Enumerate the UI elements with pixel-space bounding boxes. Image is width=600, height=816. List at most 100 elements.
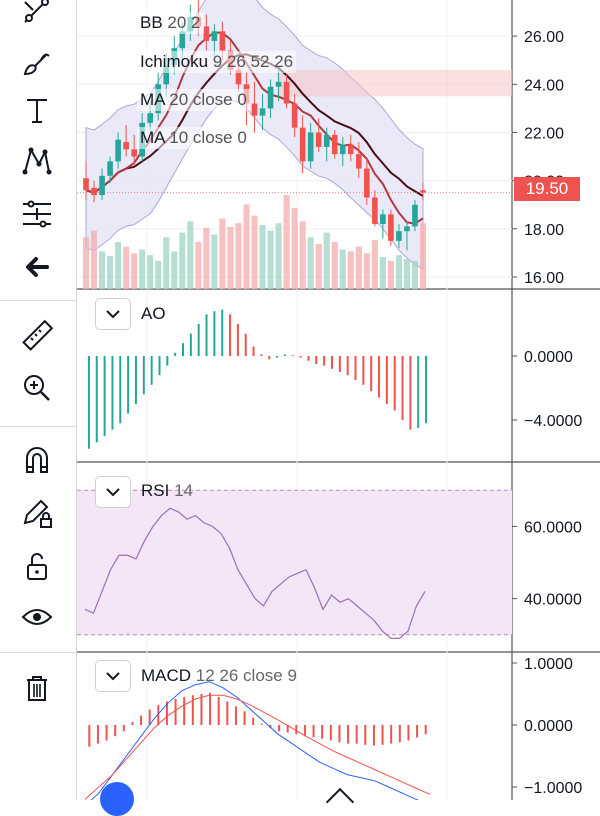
candle-body (131, 149, 137, 157)
volume-bar (82, 237, 90, 289)
candle-body (396, 231, 402, 241)
unlock-icon[interactable] (14, 546, 60, 586)
candle-body (179, 31, 186, 49)
toolbar-divider (0, 426, 76, 427)
candle-body (339, 144, 346, 155)
rsi-title: RSI 14 (141, 481, 193, 500)
volume-bar (283, 195, 290, 289)
candle-body (251, 103, 258, 116)
app-logo-icon[interactable] (100, 782, 134, 816)
ao-title: AO (141, 304, 166, 323)
price-tick-label: 18.00 (524, 222, 564, 239)
candle-body (372, 197, 378, 224)
price-tick-label: 22.00 (524, 125, 564, 142)
candle-body (147, 113, 154, 123)
candle-body (91, 187, 97, 196)
macd-tick-label: 0.0000 (524, 718, 573, 735)
volume-bar (395, 255, 402, 289)
brush-icon[interactable] (14, 42, 60, 82)
text-icon[interactable] (14, 90, 60, 130)
draw-lock-icon[interactable] (14, 493, 60, 533)
candle-body (355, 154, 362, 169)
volume-bar (179, 232, 186, 289)
trend-line-icon[interactable] (14, 0, 60, 30)
ao-tick-label: −4.0000 (524, 413, 582, 430)
volume-bar (331, 242, 338, 289)
overlay-label-ma20[interactable]: MA 20 close 0 (137, 89, 250, 111)
chevron-down-icon (106, 310, 120, 319)
rsi-line (84, 507, 426, 639)
rsi-collapse-button[interactable] (95, 476, 131, 508)
candle-body (420, 190, 426, 193)
volume-bar (219, 218, 226, 289)
macd-line (90, 681, 419, 800)
eye-icon[interactable] (14, 597, 60, 637)
volume-bar (123, 246, 130, 289)
volume-bar (339, 249, 346, 289)
candle-body (211, 31, 218, 41)
ruler-icon[interactable] (14, 316, 60, 356)
candle-body (404, 226, 410, 232)
candle-body (259, 108, 266, 116)
volume-bar (139, 249, 146, 289)
volume-bar (347, 251, 354, 289)
volume-bar (307, 237, 314, 289)
candle-body (99, 175, 105, 196)
candle-body (235, 69, 242, 85)
macd-title: MACD 12 26 close 9 (141, 666, 297, 685)
price-tick-label: 26.00 (524, 29, 564, 46)
overlay-label-bb[interactable]: BB 20 2 (137, 12, 204, 34)
volume-bar (419, 223, 427, 289)
volume-bar (227, 226, 234, 289)
volume-bar (243, 204, 250, 289)
toolbar-divider (0, 652, 76, 653)
overlay-label-ichimoku[interactable]: Ichimoku 9 26 52 26 (137, 51, 297, 73)
drawing-toolbar (0, 0, 77, 800)
macd-collapse-button[interactable] (95, 660, 131, 692)
magnet-icon[interactable] (14, 440, 60, 480)
ao-tick-label: 0.0000 (524, 349, 573, 366)
candle-body (347, 144, 354, 155)
volume-bar (259, 225, 266, 289)
volume-bar (251, 215, 258, 289)
pattern-icon[interactable] (14, 140, 60, 180)
candle-body (291, 103, 298, 128)
volume-bar (203, 227, 210, 289)
candle-body (315, 132, 322, 147)
macd-signal-line (84, 694, 431, 800)
ichimoku-cloud (277, 69, 512, 97)
volume-bar (267, 230, 274, 289)
volume-bar (323, 232, 330, 289)
last-price-badge: 19.50 (514, 177, 580, 201)
chevron-down-icon (106, 672, 120, 681)
ao-collapse-button[interactable] (95, 298, 131, 330)
volume-bar (299, 221, 306, 289)
back-arrow-icon[interactable] (14, 247, 60, 287)
candle-body (388, 214, 394, 241)
rsi-tick-label: 40.0000 (524, 592, 582, 609)
candle-body (83, 178, 89, 191)
volume-bar (147, 255, 154, 289)
volume-bar (371, 240, 378, 289)
candle-body (219, 31, 226, 51)
overlay-label-ma10[interactable]: MA 10 close 0 (137, 127, 250, 149)
trash-icon[interactable] (14, 668, 60, 708)
candle-body (364, 168, 370, 198)
rsi-pane (77, 489, 512, 639)
volume-bar (363, 253, 370, 289)
zoom-in-icon[interactable] (14, 368, 60, 408)
ao-pane (87, 309, 428, 449)
candle-body (267, 86, 274, 109)
candle-body (283, 81, 290, 104)
volume-bar (163, 237, 170, 289)
volume-bar (171, 251, 178, 289)
volume-bar (275, 223, 282, 289)
volume-bar (291, 208, 298, 289)
fib-retracement-icon[interactable] (14, 194, 60, 234)
volume-bar (131, 253, 138, 289)
volume-bar (411, 260, 419, 289)
toolbar-divider (0, 300, 76, 301)
candle-body (115, 139, 121, 162)
macd-tick-label: −1.0000 (524, 780, 582, 797)
candle-body (123, 142, 129, 150)
